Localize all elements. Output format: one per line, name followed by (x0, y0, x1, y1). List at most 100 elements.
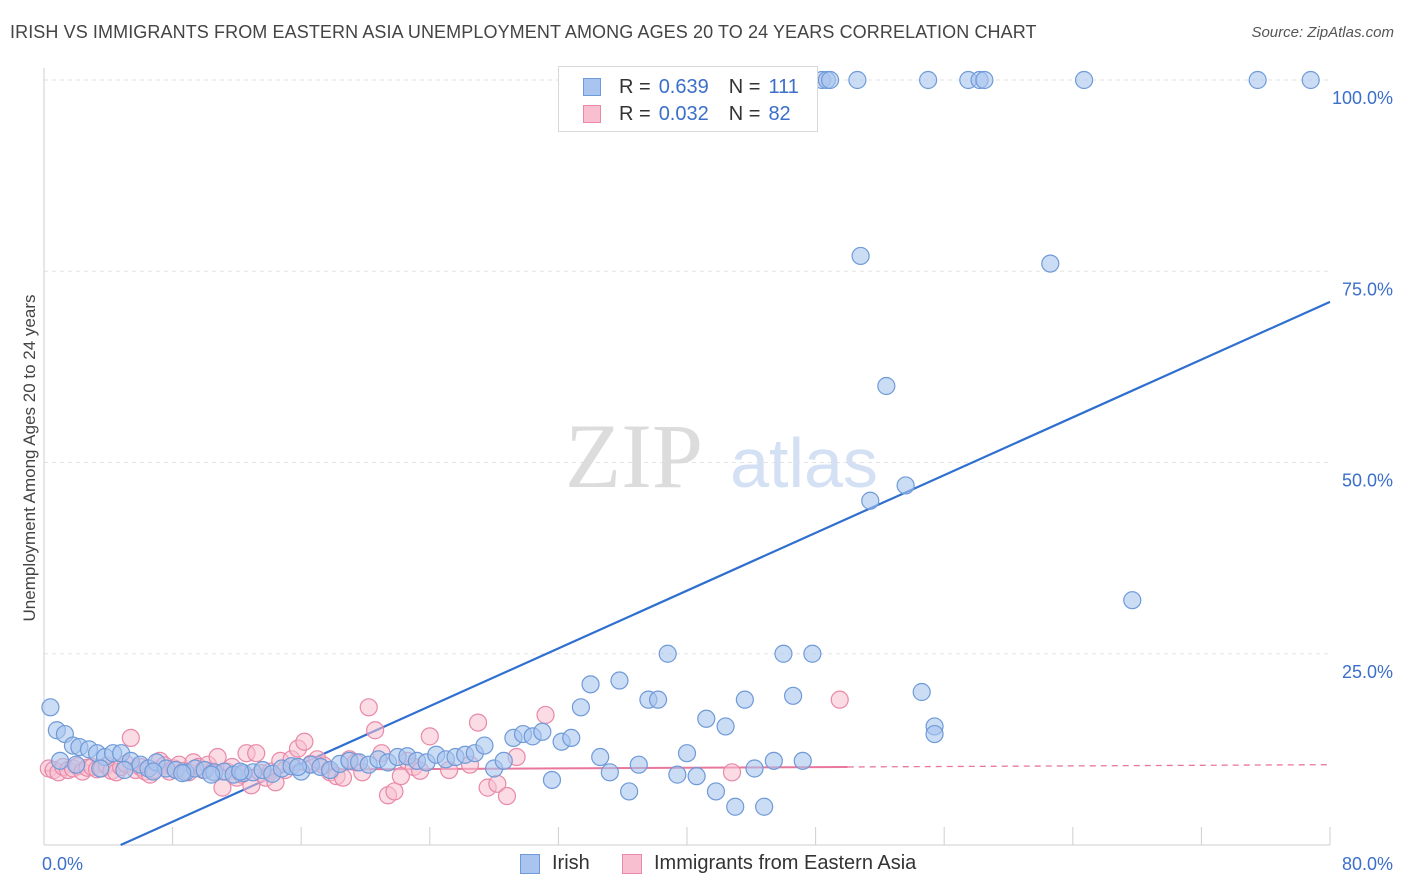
data-point-irish (571, 698, 591, 717)
data-point-irish (629, 755, 648, 774)
data-point-irish (50, 751, 70, 770)
data-point-irish (975, 70, 994, 90)
axes (43, 68, 1331, 846)
data-point-irish (1123, 591, 1142, 610)
data-point-irish (877, 376, 896, 396)
legend-n-value-irish: 111 (768, 75, 799, 98)
data-point-irish (697, 709, 716, 728)
legend-r-label: R = (619, 102, 651, 125)
watermark-zip: ZIP (565, 405, 703, 507)
data-point-irish (912, 682, 931, 702)
data-point-irish (726, 797, 745, 816)
data-point-irish (745, 759, 764, 778)
data-point-irish (848, 70, 867, 90)
bottom-legend-swatch-irish (520, 853, 540, 874)
data-point-immigrants (497, 786, 517, 806)
data-point-irish (764, 751, 783, 770)
data-point-irish (202, 765, 221, 784)
data-point-irish (581, 675, 600, 694)
data-point-immigrants (830, 690, 849, 709)
source-label: Source: ZipAtlas.com (1251, 24, 1394, 41)
data-point-irish (896, 476, 915, 495)
points-immigrants (39, 690, 849, 806)
data-point-irish (648, 690, 668, 709)
data-point-irish (67, 755, 86, 774)
legend-n-label: N = (728, 75, 761, 98)
data-point-immigrants (121, 728, 140, 748)
data-point-immigrants (391, 767, 410, 786)
watermark-atlas: atlas (730, 424, 878, 502)
data-point-irish (600, 763, 619, 782)
data-point-immigrants (366, 721, 385, 740)
data-point-immigrants (420, 727, 439, 746)
bottom-legend-label-immigrants: Immigrants from Eastern Asia (654, 852, 917, 874)
data-point-irish (716, 717, 735, 736)
data-point-irish (620, 782, 639, 801)
tick-labels: 25.0% 50.0% 75.0% 100.0% 0.0% 80.0% (42, 88, 1393, 874)
legend-swatch-immigrants (583, 105, 601, 123)
data-point-irish (658, 644, 677, 663)
y-tick-label: 25.0% (1342, 662, 1393, 682)
data-point-immigrants (722, 763, 742, 782)
legend: R = 0.639 N = 111 R = 0.032 N = 82 (558, 66, 818, 132)
data-point-irish (735, 690, 754, 709)
data-point-irish (925, 724, 944, 744)
data-point-immigrants (247, 744, 266, 763)
data-point-irish (562, 728, 581, 748)
points-irish (41, 70, 1320, 816)
data-point-irish (755, 797, 774, 816)
legend-r-value-irish: 0.639 (658, 75, 709, 98)
data-point-irish (288, 757, 308, 777)
data-point-immigrants (359, 698, 378, 717)
legend-r-label: R = (619, 75, 651, 98)
data-point-immigrants (468, 713, 488, 732)
bottom-legend-swatch-immigrants (622, 853, 642, 874)
data-point-irish (494, 751, 513, 770)
legend-row-irish: R = 0.639 N = 111 (583, 73, 799, 101)
data-point-irish (115, 760, 134, 780)
data-point-irish (803, 644, 822, 663)
data-point-irish (173, 763, 192, 783)
y-tick-label: 50.0% (1342, 471, 1393, 491)
data-point-irish (1301, 70, 1320, 90)
data-point-irish (793, 751, 812, 770)
bottom-legend: Irish Immigrants from Eastern Asia (0, 852, 1406, 878)
data-point-irish (91, 759, 110, 778)
data-point-immigrants (385, 782, 404, 801)
data-point-irish (591, 747, 610, 767)
grid-lines (44, 79, 1330, 655)
chart-title: IRISH VS IMMIGRANTS FROM EASTERN ASIA UN… (10, 22, 1037, 42)
data-point-irish (475, 736, 494, 755)
legend-row-immigrants: R = 0.032 N = 82 (583, 100, 791, 128)
y-tick-label: 100.0% (1332, 88, 1393, 108)
data-point-irish (533, 722, 552, 741)
legend-r-value-immigrants: 0.032 (658, 102, 709, 125)
data-point-irish (706, 782, 726, 801)
data-point-irish (1248, 70, 1267, 90)
data-point-irish (851, 246, 870, 266)
x-tick-label-min: 0.0% (42, 854, 83, 874)
data-point-irish (861, 491, 880, 510)
data-point-irish (668, 765, 687, 784)
data-point-irish (41, 698, 60, 717)
bottom-legend-label-irish: Irish (552, 852, 590, 874)
data-point-immigrants (536, 705, 555, 725)
x-tick-label-max: 80.0% (1342, 854, 1393, 874)
data-point-immigrants (295, 732, 314, 751)
data-point-irish (677, 744, 697, 763)
bottom-legend-irish[interactable]: Irish (520, 852, 590, 875)
data-point-irish (783, 686, 803, 705)
y-tick-label: 75.0% (1342, 279, 1393, 299)
legend-swatch-irish (583, 78, 601, 96)
data-point-irish (542, 770, 562, 790)
data-point-irish (1041, 254, 1060, 273)
trend-line-immigrants-extension (847, 764, 1331, 768)
legend-n-value-immigrants: 82 (768, 102, 791, 125)
data-point-irish (774, 644, 793, 663)
data-point-irish (144, 762, 163, 781)
data-point-irish (1074, 70, 1094, 90)
bottom-legend-immigrants[interactable]: Immigrants from Eastern Asia (622, 852, 916, 875)
legend-n-label: N = (728, 102, 761, 125)
data-point-irish (820, 70, 840, 90)
